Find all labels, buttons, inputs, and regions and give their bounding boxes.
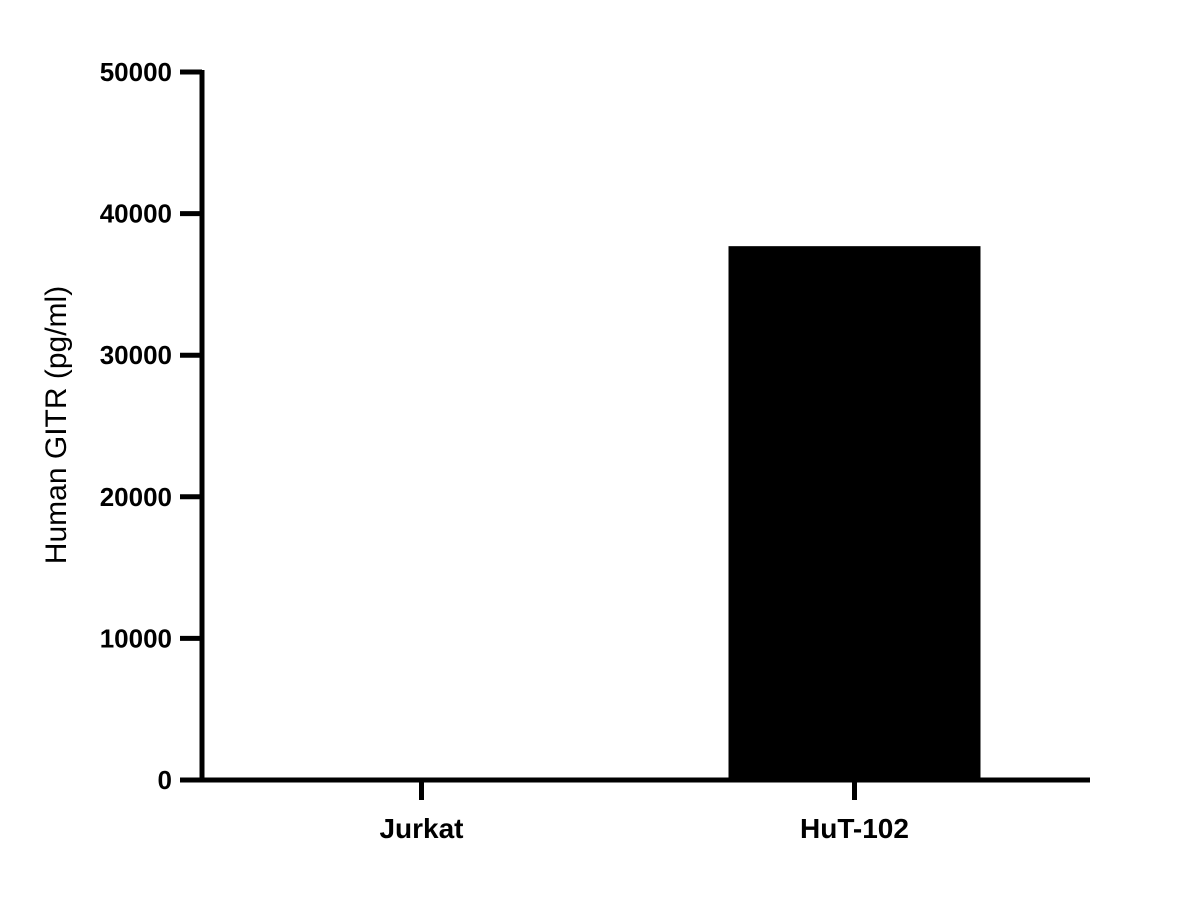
y-tick-label: 30000	[100, 340, 172, 370]
bar-hut-102	[728, 246, 981, 781]
y-tick-label: 50000	[100, 57, 172, 87]
y-tick-label: 0	[158, 765, 172, 795]
y-tick-label: 20000	[100, 482, 172, 512]
y-tick-label: 10000	[100, 623, 172, 653]
y-axis-label: Human GITR (pg/ml)	[40, 286, 73, 564]
y-tick-label: 40000	[100, 199, 172, 229]
x-tick-label: HuT-102	[800, 813, 909, 844]
x-tick-label: Jurkat	[379, 813, 463, 844]
